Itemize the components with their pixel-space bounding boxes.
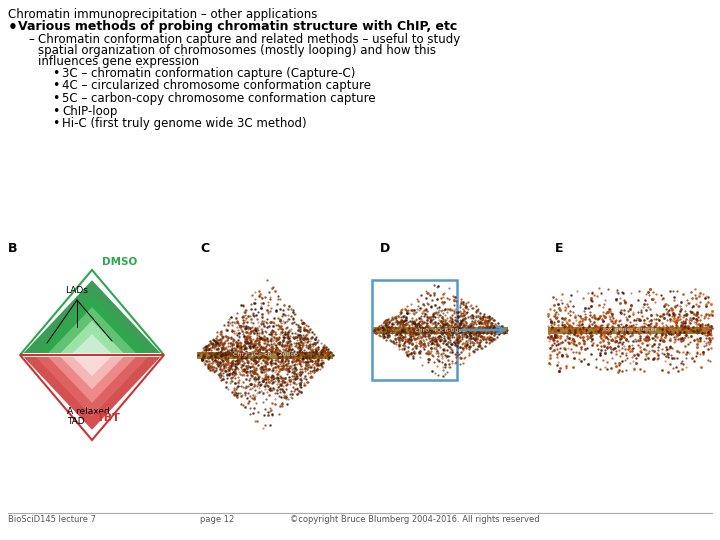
Text: 4C – circularized chromosome conformation capture: 4C – circularized chromosome conformatio… <box>62 79 371 92</box>
Text: •: • <box>52 79 59 92</box>
Polygon shape <box>24 357 161 430</box>
Text: page 12: page 12 <box>200 516 234 524</box>
Text: Chromatin immunoprecipitation – other applications: Chromatin immunoprecipitation – other ap… <box>8 8 318 21</box>
Text: C: C <box>200 242 209 255</box>
Polygon shape <box>48 357 136 403</box>
Text: 3C – chromatin conformation capture (Capture-C): 3C – chromatin conformation capture (Cap… <box>62 67 356 80</box>
Text: A relaxed
TAD: A relaxed TAD <box>67 407 109 427</box>
Text: •: • <box>8 20 18 35</box>
Polygon shape <box>36 357 148 416</box>
Text: B: B <box>8 242 17 255</box>
Polygon shape <box>48 307 136 353</box>
Text: Chr2:1Cc-c6 – 200c6: Chr2:1Cc-c6 – 200c6 <box>233 353 297 357</box>
Text: DMSO: DMSO <box>102 257 138 267</box>
Polygon shape <box>24 280 161 353</box>
Bar <box>372 327 508 334</box>
Text: ©copyright Bruce Blumberg 2004-2016. All rights reserved: ©copyright Bruce Blumberg 2004-2016. All… <box>290 516 539 524</box>
Text: influences gene expression: influences gene expression <box>38 55 199 68</box>
Text: •: • <box>52 92 59 105</box>
Text: •: • <box>52 67 59 80</box>
Text: –: – <box>28 33 34 46</box>
Text: TBT: TBT <box>97 413 121 423</box>
Text: •: • <box>52 117 59 130</box>
Text: BioSciD145 lecture 7: BioSciD145 lecture 7 <box>8 516 96 524</box>
Bar <box>548 327 712 334</box>
Text: Chromatin conformation capture and related methods – useful to study: Chromatin conformation capture and relat… <box>38 33 460 46</box>
Polygon shape <box>73 334 111 353</box>
Text: LADs: LADs <box>66 286 89 295</box>
Bar <box>197 352 333 359</box>
Text: D: D <box>380 242 390 255</box>
Text: Various methods of probing chromatin structure with ChIP, etc: Various methods of probing chromatin str… <box>18 20 457 33</box>
Text: chr0: 40c6-00c6: chr0: 40c6-00c6 <box>415 327 465 333</box>
Text: ChIP-loop: ChIP-loop <box>62 105 117 118</box>
Text: 5C – carbon-copy chromosome conformation capture: 5C – carbon-copy chromosome conformation… <box>62 92 376 105</box>
Polygon shape <box>36 294 148 353</box>
Text: spatial organization of chromosomes (mostly looping) and how this: spatial organization of chromosomes (mos… <box>38 44 436 57</box>
Polygon shape <box>60 321 123 353</box>
Text: fox genes cluster: fox genes cluster <box>603 327 657 333</box>
Text: •: • <box>52 105 59 118</box>
Polygon shape <box>73 357 111 376</box>
Text: E: E <box>555 242 564 255</box>
Text: Hi-C (first truly genome wide 3C method): Hi-C (first truly genome wide 3C method) <box>62 117 307 130</box>
Polygon shape <box>60 357 123 389</box>
Bar <box>372 280 457 380</box>
